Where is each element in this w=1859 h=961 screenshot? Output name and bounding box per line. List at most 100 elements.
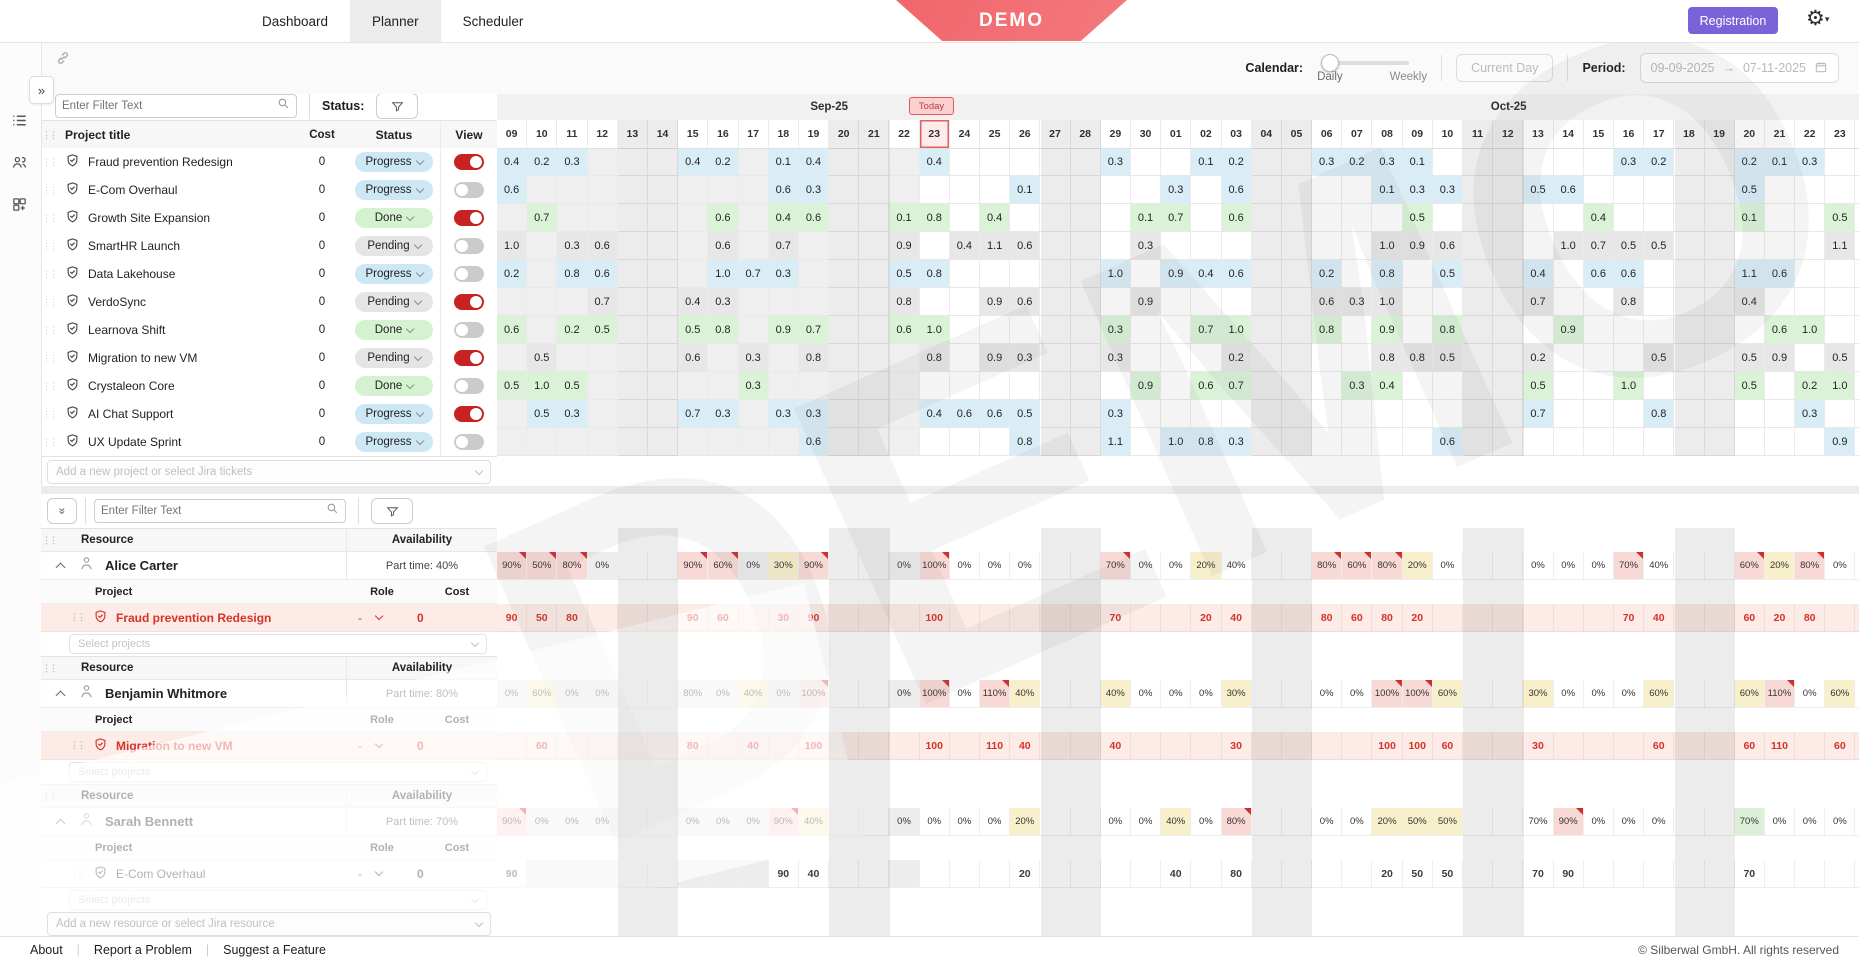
allocation-cell[interactable] — [1795, 732, 1826, 760]
grid-cell[interactable]: 0.5 — [1644, 344, 1675, 371]
availability-cell[interactable]: 50% — [527, 552, 558, 580]
availability-cell[interactable]: 60% — [708, 552, 739, 580]
allocation-cell[interactable] — [859, 732, 890, 760]
grid-cell[interactable] — [1071, 148, 1101, 175]
grid-cell[interactable] — [1282, 148, 1313, 175]
grid-cell[interactable]: 0.7 — [587, 288, 618, 315]
allocation-cell[interactable] — [647, 860, 679, 888]
grid-cell[interactable] — [950, 428, 980, 455]
allocation-cell[interactable]: 20 — [1402, 604, 1433, 632]
grid-cell[interactable]: 0.1 — [1402, 148, 1433, 175]
view-toggle[interactable] — [454, 182, 484, 198]
availability-cell[interactable]: 110% — [1764, 680, 1796, 708]
drag-handle-icon[interactable]: ⋮⋮ — [70, 868, 86, 878]
grid-cell[interactable] — [1705, 148, 1735, 175]
allocation-cell[interactable] — [1583, 604, 1614, 632]
day-header-21[interactable]: 21 — [859, 120, 890, 148]
allocation-cell[interactable]: 30 — [768, 604, 799, 632]
grid-cell[interactable] — [889, 148, 920, 175]
project-row[interactable]: ⋮⋮ Learnova Shift 0 Done — [41, 316, 497, 345]
resource-filter-button[interactable] — [371, 498, 413, 524]
allocation-cell[interactable] — [587, 860, 618, 888]
grid-cell[interactable] — [950, 288, 980, 315]
allocation-cell[interactable] — [1825, 860, 1856, 888]
grid-cell[interactable] — [1161, 232, 1192, 259]
grid-cell[interactable] — [1855, 260, 1859, 287]
allocation-cell[interactable] — [1281, 860, 1313, 888]
grid-cell[interactable] — [859, 148, 890, 175]
day-header-28[interactable]: 28 — [1071, 120, 1101, 148]
availability-cell[interactable]: 0% — [949, 552, 980, 580]
allocation-cell[interactable] — [1312, 732, 1343, 760]
grid-cell[interactable] — [920, 176, 950, 203]
grid-cell[interactable]: 0.6 — [1613, 260, 1645, 287]
grid-cell[interactable]: 0.6 — [798, 204, 830, 231]
grid-cell[interactable] — [1614, 176, 1645, 203]
grid-cell[interactable]: 0.5 — [1432, 260, 1463, 287]
day-header-09[interactable]: 09 — [497, 120, 528, 148]
availability-cell[interactable] — [829, 808, 860, 836]
grid-cell[interactable] — [1584, 148, 1614, 175]
grid-cell[interactable] — [920, 372, 950, 399]
grid-cell[interactable] — [1312, 232, 1343, 259]
grid-cell[interactable]: 0.2 — [708, 148, 739, 175]
grid-cell[interactable] — [1644, 204, 1675, 231]
grid-cell[interactable] — [1222, 400, 1252, 427]
daily-label[interactable]: Daily — [1317, 71, 1343, 83]
grid-cell[interactable] — [1735, 316, 1765, 343]
availability-cell[interactable]: 0% — [708, 808, 739, 836]
grid-cell[interactable] — [1312, 372, 1343, 399]
grid-cell[interactable] — [1071, 400, 1101, 427]
grid-cell[interactable] — [1674, 176, 1705, 203]
allocation-cell[interactable] — [1493, 860, 1524, 888]
allocation-cell[interactable] — [1674, 860, 1705, 888]
grid-cell[interactable] — [648, 176, 679, 203]
grid-cell[interactable]: 0.3 — [1100, 400, 1131, 427]
allocation-cell[interactable]: 60 — [1734, 604, 1765, 632]
allocation-cell[interactable]: 90 — [798, 604, 830, 632]
grid-cell[interactable]: 1.0 — [1613, 372, 1645, 399]
grid-cell[interactable] — [527, 316, 558, 343]
availability-cell[interactable]: 0% — [1523, 552, 1554, 580]
grid-cell[interactable] — [1705, 400, 1735, 427]
weekly-label[interactable]: Weekly — [1389, 71, 1428, 83]
allocation-cell[interactable] — [1070, 860, 1101, 888]
day-header-30[interactable]: 30 — [1131, 120, 1162, 148]
allocation-cell[interactable] — [1855, 732, 1859, 760]
grid-cell[interactable]: 0.3 — [708, 288, 739, 315]
grid-cell[interactable]: 1.0 — [1825, 372, 1856, 399]
availability-cell[interactable] — [647, 680, 679, 708]
allocation-cell[interactable]: 100 — [919, 604, 950, 632]
grid-cell[interactable] — [1433, 148, 1463, 175]
grid-cell[interactable] — [859, 344, 890, 371]
drag-handle-icon[interactable]: ⋮⋮ — [42, 296, 58, 307]
grid-cell[interactable] — [1463, 400, 1494, 427]
grid-cell[interactable] — [829, 372, 860, 399]
grid-cell[interactable]: 0.3 — [768, 400, 799, 427]
allocation-cell[interactable] — [1191, 732, 1222, 760]
allocation-cell[interactable]: 100 — [1372, 732, 1403, 760]
grid-cell[interactable] — [1161, 288, 1192, 315]
select-projects-input[interactable]: Select projects — [69, 762, 487, 782]
availability-cell[interactable]: 40% — [1644, 552, 1675, 580]
grid-cell[interactable] — [1403, 428, 1433, 455]
grid-cell[interactable]: 1.0 — [1161, 428, 1192, 455]
grid-cell[interactable]: 1.0 — [497, 232, 528, 259]
grid-cell[interactable]: 0.6 — [1432, 232, 1463, 259]
day-header-13[interactable]: 13 — [618, 120, 648, 148]
allocation-cell[interactable] — [1583, 732, 1614, 760]
allocation-cell[interactable]: 90 — [1553, 860, 1584, 888]
day-header-08[interactable]: 08 — [1372, 120, 1403, 148]
availability-cell[interactable]: 0% — [1553, 680, 1584, 708]
grid-cell[interactable]: 0.6 — [1010, 232, 1041, 259]
grid-cell[interactable] — [1372, 400, 1403, 427]
grid-cell[interactable]: 0.6 — [949, 400, 980, 427]
availability-cell[interactable]: 70% — [1100, 552, 1131, 580]
grid-cell[interactable] — [1493, 288, 1524, 315]
grid-cell[interactable] — [1252, 428, 1282, 455]
allocation-cell[interactable]: 60 — [1825, 732, 1856, 760]
availability-cell[interactable] — [859, 552, 890, 580]
grid-cell[interactable] — [1282, 372, 1313, 399]
grid-cell[interactable] — [1735, 428, 1765, 455]
grid-cell[interactable] — [1040, 260, 1071, 287]
